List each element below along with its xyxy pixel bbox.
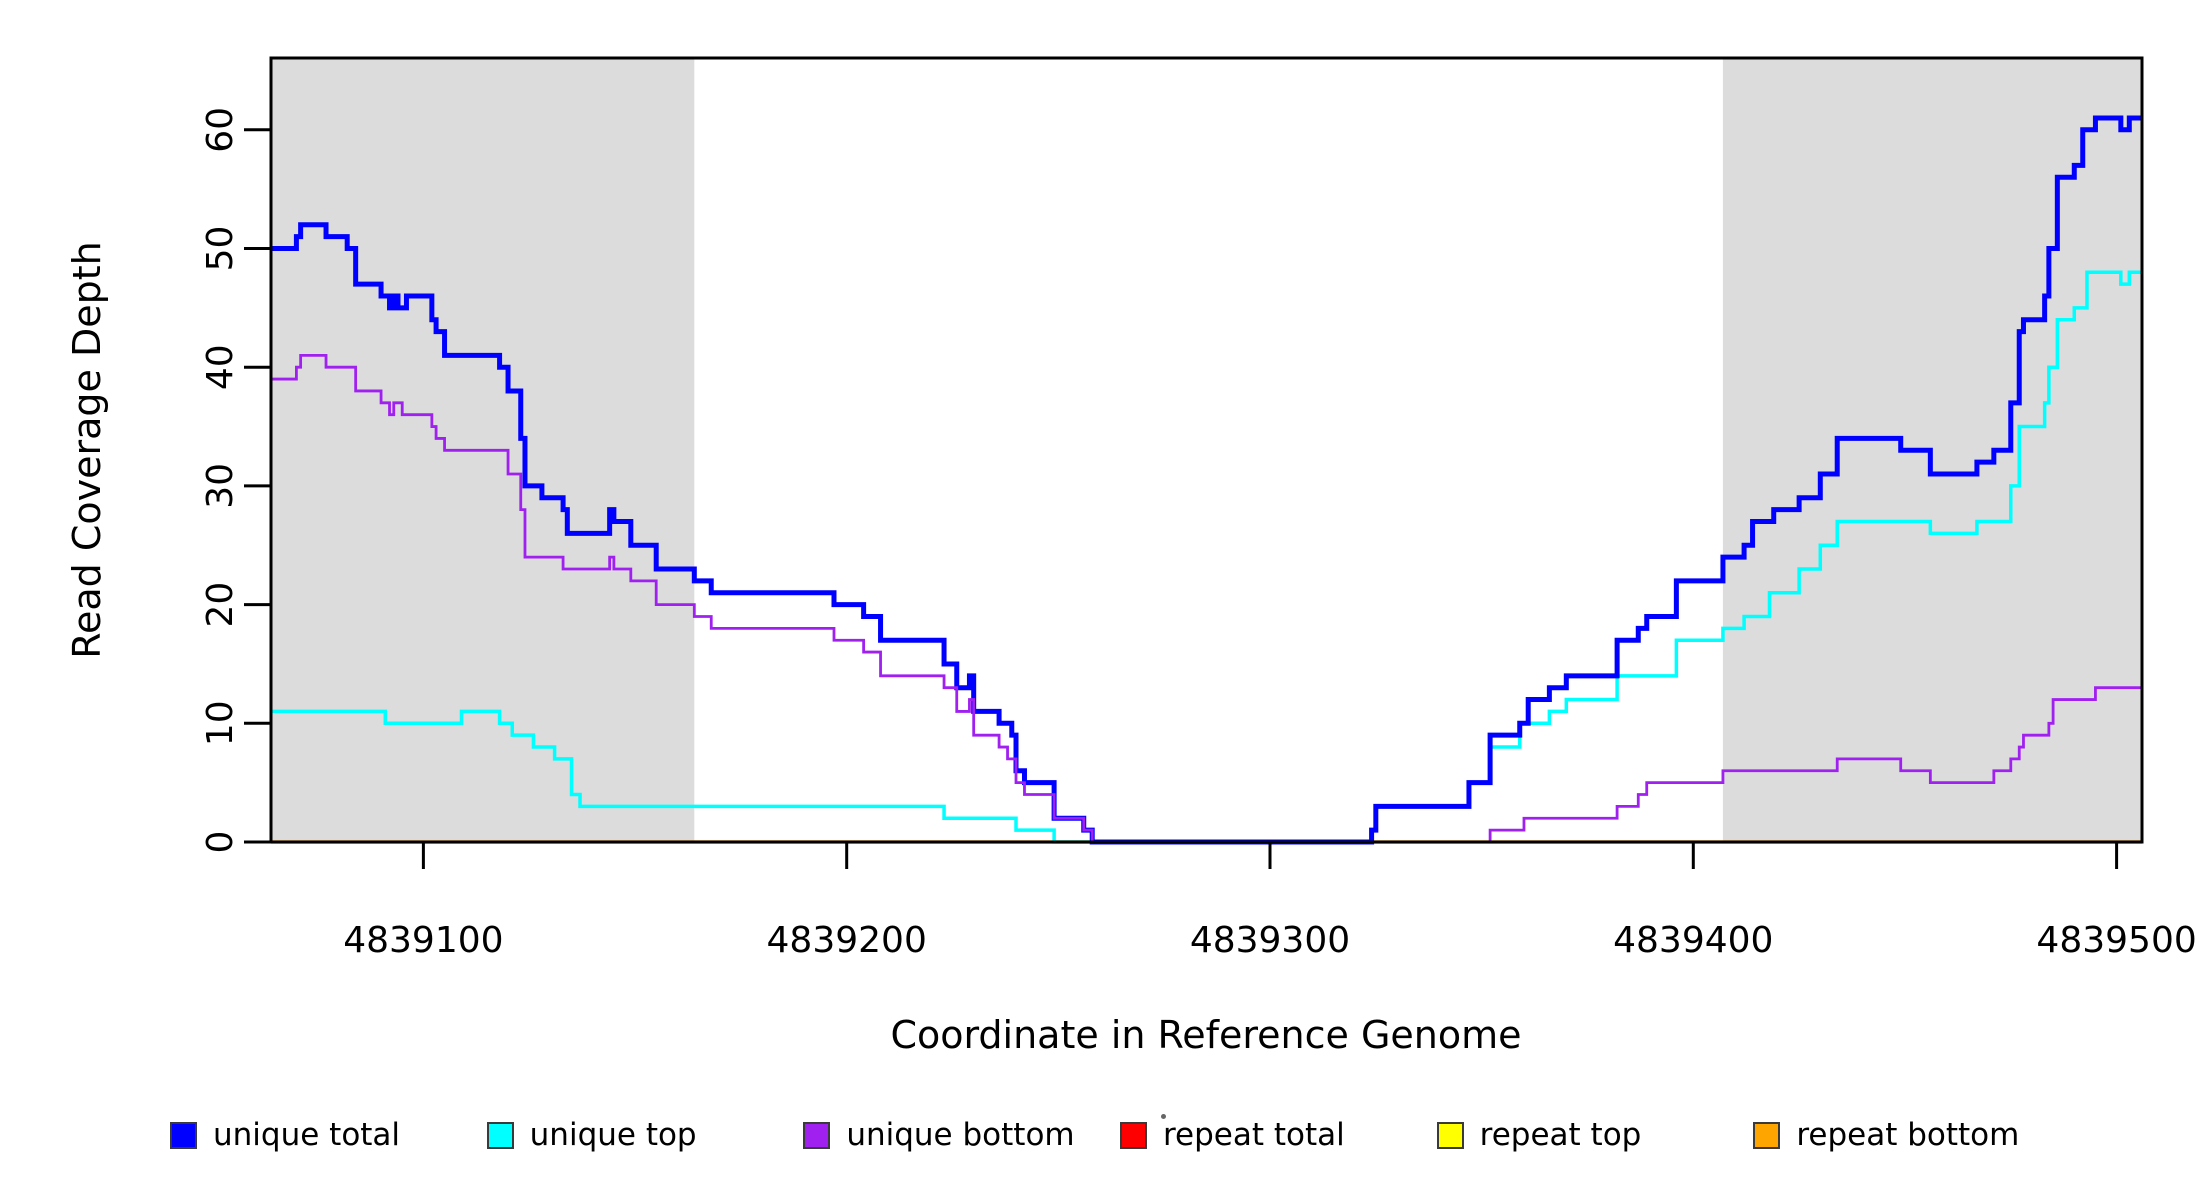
x-axis-ticks: 4839100 4839200 4839300 4839400 4839500 xyxy=(343,842,2197,961)
legend-item-unique-total: unique total xyxy=(170,1117,487,1153)
x-axis-title: Coordinate in Reference Genome xyxy=(890,1013,1521,1057)
unique-top-swatch-icon xyxy=(486,1121,514,1149)
legend-item-repeat-top: repeat top xyxy=(1436,1117,1754,1153)
x-tick-label: 4839400 xyxy=(1613,920,1773,961)
repeat-total-swatch-icon xyxy=(1119,1121,1147,1149)
y-tick-label: 30 xyxy=(200,463,241,509)
y-axis-ticks: 0 10 20 30 40 50 60 xyxy=(200,107,271,854)
unique-total-swatch-icon xyxy=(170,1121,197,1149)
legend-label: repeat total xyxy=(1162,1117,1345,1153)
stray-mark xyxy=(1161,1114,1166,1119)
shaded-repeat-regions xyxy=(271,58,2142,842)
legend-label: unique total xyxy=(213,1117,401,1153)
legend-item-repeat-total: repeat total xyxy=(1119,1117,1437,1153)
y-axis-title: Read Coverage Depth xyxy=(65,241,109,658)
y-tick-label: 10 xyxy=(200,700,241,746)
y-tick-label: 40 xyxy=(200,344,241,390)
legend-label: repeat top xyxy=(1479,1117,1642,1153)
series-unique-total xyxy=(271,115,2142,845)
unique-bottom-swatch-icon xyxy=(803,1121,831,1149)
y-tick-label: 50 xyxy=(200,226,241,272)
y-tick-label: 0 xyxy=(200,831,241,854)
x-tick-label: 4839500 xyxy=(2036,920,2196,961)
repeat-top-swatch-icon xyxy=(1436,1121,1464,1149)
repeat-bottom-swatch-icon xyxy=(1753,1121,1781,1149)
legend-item-repeat-bottom: repeat bottom xyxy=(1753,1117,2070,1153)
y-tick-label: 20 xyxy=(200,582,241,628)
x-tick-label: 4839300 xyxy=(1190,920,1350,961)
plot-border xyxy=(269,56,2144,844)
series-unique-top xyxy=(271,270,2142,844)
legend-label: unique bottom xyxy=(846,1117,1075,1153)
series-unique-bottom xyxy=(271,353,2142,844)
x-tick-label: 4839200 xyxy=(767,920,927,961)
legend-label: repeat bottom xyxy=(1796,1117,2020,1153)
legend: unique total unique top unique bottom re… xyxy=(170,1110,2070,1160)
x-tick-label: 4839100 xyxy=(343,920,503,961)
legend-label: unique top xyxy=(529,1117,697,1153)
y-tick-label: 60 xyxy=(200,107,241,153)
legend-item-unique-top: unique top xyxy=(486,1117,804,1153)
legend-item-unique-bottom: unique bottom xyxy=(803,1117,1120,1153)
